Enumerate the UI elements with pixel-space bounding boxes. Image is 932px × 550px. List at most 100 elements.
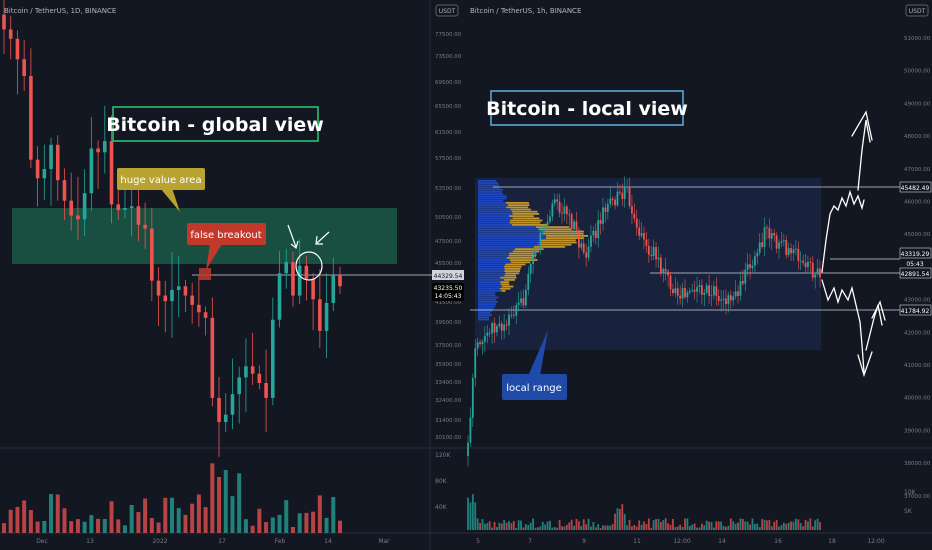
volume-profile-bar xyxy=(478,250,513,253)
candle-body xyxy=(15,38,20,60)
price-tick: 41500.00 xyxy=(435,300,462,306)
left-currency-badge[interactable]: USDT xyxy=(435,4,459,17)
volume-bar xyxy=(746,521,749,530)
candle-body xyxy=(524,290,527,306)
right-date-tick: 18 xyxy=(828,538,836,545)
candle-body xyxy=(558,201,561,213)
volume-bar xyxy=(522,527,525,530)
candle-body xyxy=(183,286,188,296)
volume-bar xyxy=(676,526,679,530)
volume-profile-value-bar xyxy=(509,259,538,261)
volume-bar xyxy=(163,497,168,533)
volume-bar xyxy=(674,527,677,530)
right-currency-badge[interactable]: USDT xyxy=(905,4,929,17)
candle-body xyxy=(713,286,715,296)
volume-profile-bar xyxy=(478,316,490,319)
candle-body xyxy=(638,227,641,236)
volume-bar xyxy=(28,510,33,533)
right-date-tick: 7 xyxy=(528,538,532,545)
candle-body xyxy=(623,186,626,199)
volume-bar xyxy=(657,518,660,530)
volume-bar xyxy=(486,522,489,530)
volume-bar xyxy=(553,527,556,530)
left-chart-header: Bitcoin / TetherUS, 1D, BINANCE xyxy=(4,7,116,15)
volume-bar xyxy=(645,523,648,530)
candle-body xyxy=(640,233,643,236)
volume-bar xyxy=(243,519,248,533)
candle-body xyxy=(686,292,689,298)
volume-bar xyxy=(517,520,520,530)
candle-body xyxy=(809,261,812,263)
volume-bar xyxy=(623,513,626,530)
candle-body xyxy=(82,193,87,220)
volume-bar xyxy=(790,521,792,530)
volume-bar xyxy=(638,520,641,530)
volume-profile-value-bar xyxy=(540,243,572,246)
volume-profile-bar xyxy=(478,309,493,312)
level-tag: 41784.92 xyxy=(899,304,932,316)
volume-profile-bar xyxy=(478,276,501,279)
candle-body xyxy=(749,264,751,268)
candle-body xyxy=(792,249,795,254)
volume-bar xyxy=(778,526,780,530)
volume-profile-bar xyxy=(478,208,511,211)
volume-profile-bar xyxy=(478,204,508,206)
candle-body xyxy=(244,366,248,378)
candle-body xyxy=(568,214,571,216)
volume-bar xyxy=(304,512,309,533)
candle-body xyxy=(585,252,588,258)
candle-body xyxy=(616,191,619,206)
volume-bar xyxy=(597,524,600,530)
candle-body xyxy=(722,298,725,300)
candle-body xyxy=(500,323,503,331)
candle-body xyxy=(156,280,161,296)
volume-bar xyxy=(631,526,633,530)
candle-body xyxy=(520,298,522,303)
price-tick: 57500.00 xyxy=(435,156,462,162)
candle-body xyxy=(486,332,489,336)
candle-body xyxy=(476,342,479,349)
candle-body xyxy=(681,287,684,299)
volume-bar xyxy=(602,525,604,530)
candle-body xyxy=(744,269,747,284)
volume-bar xyxy=(311,511,316,533)
volume-bar xyxy=(549,520,551,530)
volume-profile-bar xyxy=(478,298,496,301)
volume-bar xyxy=(122,525,127,533)
volume-bar xyxy=(575,518,578,530)
candle-body xyxy=(768,227,771,239)
volume-profile-value-bar xyxy=(505,263,526,266)
left-date-tick: Feb xyxy=(275,538,286,545)
svg-text:42891.54: 42891.54 xyxy=(901,271,930,278)
volume-bar xyxy=(558,519,561,530)
price-tick: 33400.00 xyxy=(435,380,462,386)
volume-bar xyxy=(720,521,723,530)
candle-body xyxy=(684,287,686,298)
candle-body xyxy=(763,227,766,247)
volume-bar xyxy=(582,519,585,530)
volume-bar xyxy=(270,517,275,533)
candle-body xyxy=(672,289,674,294)
volume-bar xyxy=(640,524,643,530)
candle-body xyxy=(197,304,201,313)
volume-bar xyxy=(594,527,597,530)
candle-body xyxy=(664,269,667,272)
volume-profile-bar xyxy=(478,285,502,288)
volume-bar xyxy=(727,525,730,530)
volume-profile-bar xyxy=(478,318,490,321)
left-volume-tick: 80K xyxy=(435,478,448,485)
candle-body xyxy=(778,242,780,249)
volume-profile-value-bar xyxy=(540,239,576,242)
volume-bar xyxy=(170,497,174,533)
price-tick: 39500.00 xyxy=(435,320,462,326)
volume-bar xyxy=(681,526,684,530)
candle-body xyxy=(176,286,181,290)
volume-bar xyxy=(317,495,322,533)
candle-body xyxy=(561,212,563,214)
candle-body xyxy=(794,248,797,250)
volume-bar xyxy=(792,521,795,530)
candle-body xyxy=(230,394,235,415)
volume-bar xyxy=(787,522,790,530)
svg-text:44329.54: 44329.54 xyxy=(434,273,463,280)
